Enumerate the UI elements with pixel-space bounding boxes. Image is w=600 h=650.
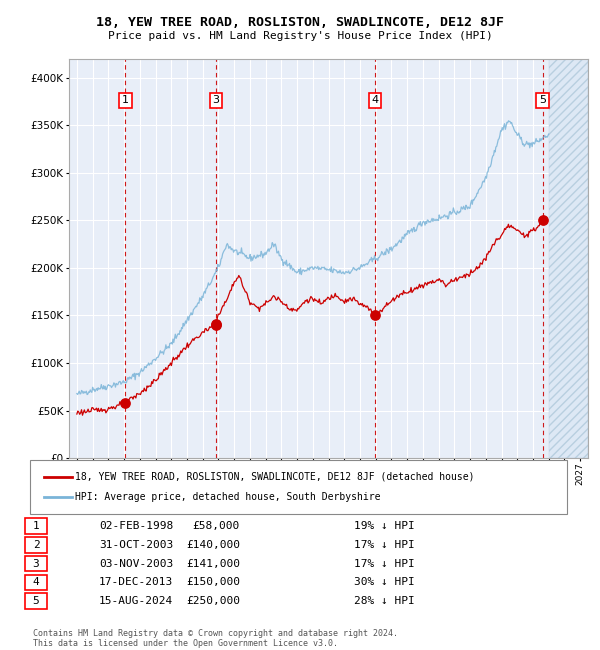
Text: 2: 2 [32, 540, 40, 550]
Text: 4: 4 [32, 577, 40, 588]
Text: 3: 3 [212, 96, 220, 105]
Text: 18, YEW TREE ROAD, ROSLISTON, SWADLINCOTE, DE12 8JF: 18, YEW TREE ROAD, ROSLISTON, SWADLINCOT… [96, 16, 504, 29]
Text: 17% ↓ HPI: 17% ↓ HPI [354, 540, 415, 550]
Text: 4: 4 [371, 96, 379, 105]
Text: £250,000: £250,000 [186, 596, 240, 606]
Text: £150,000: £150,000 [186, 577, 240, 588]
Text: 17-DEC-2013: 17-DEC-2013 [99, 577, 173, 588]
Text: 3: 3 [32, 558, 40, 569]
Point [370, 310, 380, 320]
Text: £140,000: £140,000 [186, 540, 240, 550]
Text: 02-FEB-1998: 02-FEB-1998 [99, 521, 173, 531]
Text: £58,000: £58,000 [193, 521, 240, 531]
Text: 18, YEW TREE ROAD, ROSLISTON, SWADLINCOTE, DE12 8JF (detached house): 18, YEW TREE ROAD, ROSLISTON, SWADLINCOT… [75, 471, 475, 482]
Text: 1: 1 [122, 96, 129, 105]
Text: 1: 1 [32, 521, 40, 531]
Point [538, 215, 548, 226]
Text: 17% ↓ HPI: 17% ↓ HPI [354, 558, 415, 569]
Text: HPI: Average price, detached house, South Derbyshire: HPI: Average price, detached house, Sout… [75, 492, 380, 502]
Point [211, 319, 221, 330]
Text: 28% ↓ HPI: 28% ↓ HPI [354, 596, 415, 606]
Text: Price paid vs. HM Land Registry's House Price Index (HPI): Price paid vs. HM Land Registry's House … [107, 31, 493, 41]
Text: 03-NOV-2003: 03-NOV-2003 [99, 558, 173, 569]
Point [121, 398, 130, 408]
Text: Contains HM Land Registry data © Crown copyright and database right 2024.
This d: Contains HM Land Registry data © Crown c… [33, 629, 398, 648]
Text: 30% ↓ HPI: 30% ↓ HPI [354, 577, 415, 588]
Point [211, 320, 221, 330]
Text: £141,000: £141,000 [186, 558, 240, 569]
Text: 31-OCT-2003: 31-OCT-2003 [99, 540, 173, 550]
Text: 5: 5 [539, 96, 546, 105]
Bar [548, 58, 588, 458]
Text: 15-AUG-2024: 15-AUG-2024 [99, 596, 173, 606]
Text: 5: 5 [32, 596, 40, 606]
Text: 19% ↓ HPI: 19% ↓ HPI [354, 521, 415, 531]
